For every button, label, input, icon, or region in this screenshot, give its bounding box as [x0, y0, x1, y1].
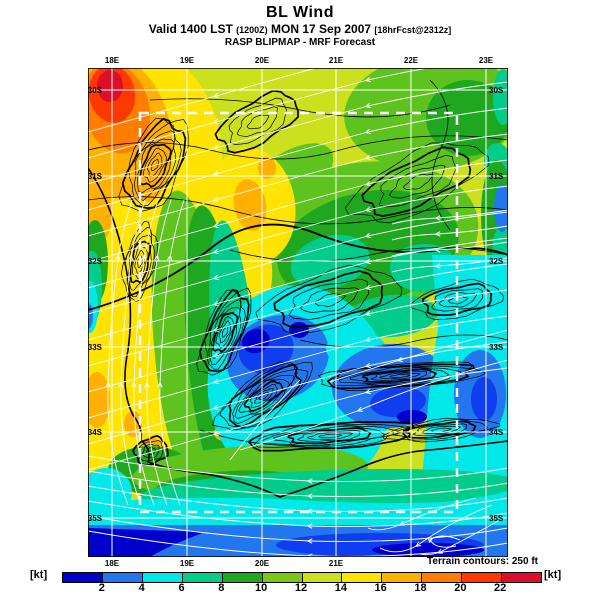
colorbar-segment — [142, 573, 183, 582]
lon-label-bottom: 21E — [328, 559, 344, 568]
colorbar-segment — [342, 573, 383, 582]
wind-map — [73, 29, 520, 557]
lat-label-left: 34S — [87, 428, 102, 437]
domain-boundary — [138, 111, 459, 514]
colorbar-segment — [262, 573, 303, 582]
colorbar-unit-left: [kt] — [30, 569, 48, 581]
colorbar-segment — [63, 573, 103, 582]
lon-label-bottom: 18E — [104, 559, 120, 568]
lat-label-left: 35S — [87, 514, 102, 523]
lon-label-top: 23E — [478, 56, 494, 65]
forecast-tag: [18hrFcst@2312z] — [374, 25, 452, 35]
colorbar-segment — [462, 573, 503, 582]
colorbar-tick: 8 — [218, 582, 225, 594]
terrain-footnote: Terrain contours: 250 ft — [427, 556, 538, 567]
lon-label-bottom: 20E — [254, 559, 270, 568]
model-line: RASP BLIPMAP - MRF Forecast — [224, 37, 376, 48]
colorbar-tick: 4 — [138, 582, 145, 594]
page-title: BL Wind — [266, 4, 334, 21]
lat-label-right: 33S — [489, 343, 504, 352]
lat-label-left: 32S — [87, 257, 102, 266]
graticule — [88, 68, 508, 557]
colorbar-tick: 10 — [255, 582, 268, 594]
valid-time-line: Valid 1400 LST (1200Z) MON 17 Sep 2007 [… — [0, 22, 600, 36]
colorbar-unit-right: [kt] — [544, 569, 562, 581]
lat-label-left: 33S — [87, 343, 102, 352]
lat-label-right: 32S — [489, 257, 504, 266]
lat-label-right: 31S — [489, 172, 504, 181]
colorbar-tick: 14 — [334, 582, 347, 594]
valid-prefix: Valid 1400 LST — [148, 22, 233, 36]
lon-label-top: 19E — [179, 56, 195, 65]
colorbar-segment — [182, 573, 223, 582]
wind-speed-colorbar — [62, 572, 542, 583]
lat-label-right: 35S — [489, 514, 504, 523]
valid-zulu: (1200Z) — [236, 25, 268, 35]
colorbar-segment — [422, 573, 463, 582]
colorbar-tick: 18 — [414, 582, 427, 594]
wind-map-canvas — [73, 29, 520, 557]
colorbar-segment — [102, 573, 143, 582]
lon-label-top: 21E — [328, 56, 344, 65]
colorbar-tick: 16 — [374, 582, 387, 594]
lat-label-right: 30S — [489, 86, 504, 95]
colorbar-segment — [502, 573, 542, 582]
lat-label-left: 31S — [87, 172, 102, 181]
lon-label-top: 20E — [254, 56, 270, 65]
lon-label-bottom: 19E — [179, 559, 195, 568]
valid-date: MON 17 Sep 2007 — [271, 22, 372, 36]
colorbar-tick: 6 — [178, 582, 185, 594]
lon-label-top: 22E — [403, 56, 419, 65]
lon-label-top: 18E — [104, 56, 120, 65]
colorbar-tick: 22 — [494, 582, 507, 594]
lat-label-left: 30S — [87, 86, 102, 95]
colorbar-segment — [222, 573, 263, 582]
colorbar-tick: 20 — [454, 582, 467, 594]
colorbar-tick: 2 — [98, 582, 105, 594]
lat-label-right: 34S — [489, 428, 504, 437]
colorbar-tick: 12 — [294, 582, 308, 594]
colorbar-segment — [302, 573, 343, 582]
colorbar-segment — [382, 573, 423, 582]
